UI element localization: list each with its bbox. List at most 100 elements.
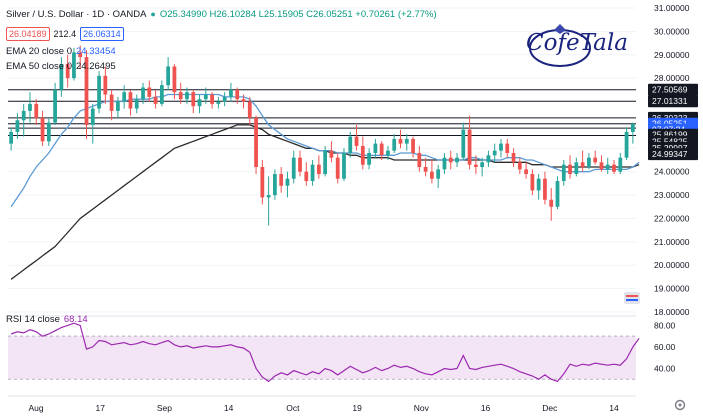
candle-body <box>486 155 491 163</box>
candle-body <box>59 64 64 90</box>
time-tick-label: Sep <box>157 403 172 413</box>
candle-body <box>285 178 290 186</box>
candle-body <box>561 164 566 182</box>
time-tick-label: 19 <box>352 403 362 413</box>
candle-body <box>417 152 422 168</box>
candle-body <box>480 162 485 168</box>
price-tick-label: 30.00000 <box>654 26 690 36</box>
candle-body <box>222 96 227 102</box>
ema20-label[interactable]: EMA 20 close 0 <box>6 46 73 57</box>
candle-body <box>235 89 240 100</box>
sell-price-button[interactable]: 26.04189 <box>6 27 50 41</box>
price-axis: 31.0000030.0000029.0000028.0000027.00000… <box>654 3 690 373</box>
price-tick-label: 24.00000 <box>654 167 690 177</box>
candle-body <box>411 138 415 153</box>
candle-body <box>97 75 101 109</box>
candle-body <box>103 75 108 95</box>
candle-body <box>461 129 466 158</box>
time-axis: Aug 17 Sep 14 Oct 19 Nov 16 Dec 14 <box>28 403 619 413</box>
ema50-label[interactable]: EMA 50 close 0 <box>6 61 73 72</box>
ema20-value: 24.33454 <box>76 46 116 57</box>
candle-body <box>15 120 20 132</box>
candle-body <box>247 101 252 118</box>
time-tick-label: 14 <box>224 403 234 413</box>
candle-body <box>342 152 346 179</box>
price-tick-label: 31.00000 <box>654 3 690 13</box>
candle-body <box>430 171 434 179</box>
candle-body <box>436 169 441 179</box>
time-tick-label: 14 <box>609 403 619 413</box>
candle-body <box>53 89 57 123</box>
price-badge-label: 25.54825 <box>652 137 688 147</box>
candle-body <box>404 138 409 144</box>
candle-body <box>254 117 258 168</box>
logo-ring-icon <box>529 24 591 67</box>
candle-body <box>612 164 616 172</box>
chart-legend: Silver / U.S. Dollar · 1D · OANDA ● O25.… <box>6 8 437 73</box>
settings-gear-icon[interactable] <box>674 399 686 411</box>
buy-price-button[interactable]: 26.06314 <box>80 27 124 41</box>
candle-body <box>266 195 271 198</box>
candle-body <box>323 150 328 175</box>
candle-body <box>229 89 233 97</box>
price-badge-label: 27.01331 <box>652 96 688 106</box>
price-badges: 27.5056927.0133126.3032326.0525107:07:24… <box>648 83 698 161</box>
candle-body <box>260 167 265 198</box>
price-tick-label: 20.00000 <box>654 260 690 270</box>
candle-body <box>373 143 378 153</box>
candle-body <box>467 129 472 165</box>
candle-body <box>348 136 353 153</box>
candle-body <box>530 174 535 191</box>
logo-text: CofeTala <box>526 30 628 56</box>
candle-body <box>593 157 598 163</box>
candle-body <box>316 164 321 175</box>
price-tick-label: 22.00000 <box>654 213 690 223</box>
candle-body <box>109 94 114 111</box>
candle-body <box>574 162 579 175</box>
candle-body <box>128 92 133 109</box>
candle-body <box>423 167 428 172</box>
candle-body <box>298 157 302 172</box>
candle-body <box>360 145 365 165</box>
candle-body <box>40 117 45 142</box>
candle-body <box>587 157 591 168</box>
candle-body <box>499 143 503 151</box>
price-badge-label: 25.29997 <box>652 143 688 153</box>
brand-logo: CofeTala <box>522 20 632 72</box>
candle-body <box>536 178 541 191</box>
candle-body <box>122 92 127 102</box>
price-badge-label: 25.86199 <box>652 130 688 140</box>
candle-body <box>84 57 89 125</box>
candle-body <box>379 143 384 156</box>
candles <box>9 45 635 226</box>
candle-body <box>291 157 296 179</box>
candle-body <box>273 174 277 196</box>
ohlc-values: O25.34990 H26.10284 L25.15905 C26.05251 … <box>159 9 437 20</box>
price-badge <box>648 83 698 96</box>
symbol-title[interactable]: Silver / U.S. Dollar · 1D · OANDA <box>6 9 147 20</box>
candle-body <box>90 108 95 125</box>
market-status-icon: ● <box>150 9 156 19</box>
candle-body <box>630 123 635 132</box>
price-tick-label: 19.00000 <box>654 284 690 294</box>
candle-body <box>34 103 39 118</box>
rsi-panel <box>8 322 640 383</box>
candle-body <box>166 66 171 86</box>
horizontal-lines <box>8 89 636 136</box>
candle-body <box>392 138 397 151</box>
rsi-label[interactable]: RSI 14 close <box>6 314 60 325</box>
candle-body <box>398 138 403 144</box>
candle-body <box>241 99 246 102</box>
candle-body <box>367 152 371 165</box>
candle-body <box>555 181 560 207</box>
candle-body <box>624 131 629 158</box>
time-tick-label: Nov <box>414 403 430 413</box>
candle-body <box>354 136 359 146</box>
time-tick-label: 16 <box>481 403 491 413</box>
time-tick-label: Dec <box>542 403 558 413</box>
candle-body <box>203 94 208 100</box>
candle-body <box>473 164 478 168</box>
rsi-tick-label: 60.00 <box>654 342 676 352</box>
candle-body <box>28 103 32 111</box>
